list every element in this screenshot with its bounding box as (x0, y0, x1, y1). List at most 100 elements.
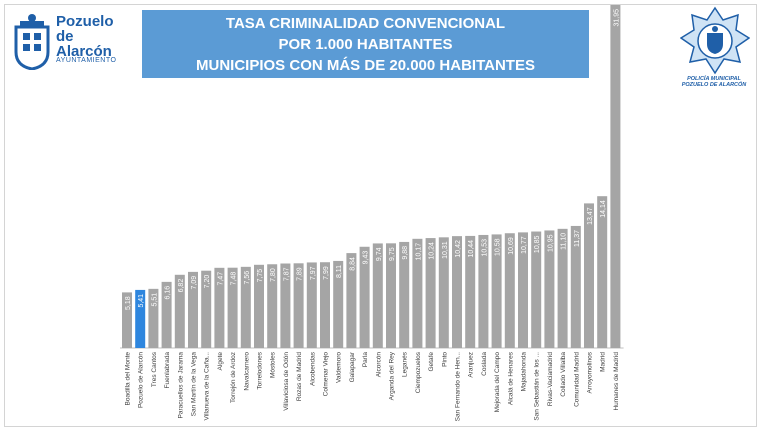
bar-value-label: 9,75 (389, 247, 396, 261)
bar-value-label: 7,99 (323, 266, 330, 280)
bar (306, 262, 317, 348)
bar-value-label: 11,37 (574, 230, 581, 247)
bar (267, 264, 278, 348)
bar-value-label: 5,18 (125, 296, 132, 310)
bar (504, 233, 515, 348)
bar-value-label: 10,77 (521, 236, 528, 254)
bar-value-label: 7,20 (204, 275, 211, 289)
bar-value-label: 10,31 (442, 241, 449, 259)
category-tick-label: Coslada (481, 352, 488, 376)
category-tick-label: Paracuellos de Jarama (177, 352, 184, 419)
bar (531, 231, 542, 348)
bar-value-label: 10,42 (455, 240, 462, 258)
bar (188, 271, 198, 348)
category-tick-label: San Martín de la Vega (191, 352, 198, 417)
category-tick-label: Tres Cantos (151, 351, 158, 387)
bar (201, 270, 212, 348)
category-tick-label: Valdemoro (336, 352, 343, 383)
bar-value-label: 9,88 (402, 246, 409, 260)
bar-value-label: 10,58 (495, 238, 502, 256)
bar-value-label: 7,87 (283, 267, 290, 281)
bar-value-label: 31,95 (613, 9, 620, 27)
category-tick-label: Colmenar Viejo (323, 352, 330, 397)
bar (412, 238, 423, 348)
category-tick-label: Parla (362, 352, 369, 368)
badge-caption-line1: POLICÍA MUNICIPAL (687, 76, 741, 82)
bar-value-label: 10,17 (415, 243, 422, 261)
bar-value-label: 7,80 (270, 268, 277, 282)
bar (254, 264, 264, 348)
bar (570, 225, 581, 348)
police-badge-logo: POLICÍA MUNICIPAL POZUELO DE ALARCÓN (679, 6, 751, 96)
bar (610, 5, 621, 348)
category-tick-label: San Sebastián de los ... (534, 352, 541, 421)
bar (491, 234, 502, 348)
category-tick-label: Algete (217, 352, 224, 371)
bar-value-label: 10,69 (508, 237, 515, 255)
category-tick-label: Ciempozuelos (415, 351, 422, 393)
category-tick-label: Collado Villalba (560, 352, 567, 397)
bar-value-label: 5,41 (138, 294, 145, 308)
bar (544, 230, 555, 348)
bar-value-label: 10,24 (429, 242, 436, 260)
bar (465, 235, 476, 348)
bar-value-label: 13,47 (587, 207, 594, 225)
pozuelo-logo: Pozuelo de Alarcón AYUNTAMIENTO (12, 12, 122, 72)
bar-value-label: 14,14 (600, 200, 607, 218)
category-tick-label: Alcalá de Henares (507, 351, 514, 405)
bar (359, 246, 370, 348)
title-line-3: MUNICIPIOS CON MÁS DE 20.000 HABITANTES (196, 57, 535, 74)
bar-value-label: 5,51 (151, 293, 158, 307)
category-tick-label: Rivas-Vaciamadrid (547, 352, 554, 406)
category-tick-label: Pinto (441, 352, 448, 367)
category-tick-label: Arroyomolinos (587, 351, 594, 393)
bar-value-label: 7,47 (217, 272, 224, 286)
bar-value-label: 7,09 (191, 276, 198, 290)
bar-value-label: 9,43 (363, 251, 370, 265)
category-tick-label: Torrejón de Ardoz (230, 352, 237, 403)
bar (135, 289, 146, 348)
bar (240, 266, 251, 348)
bar-value-label: 10,44 (468, 240, 475, 258)
category-tick-label: Comunidad Madrid (573, 352, 580, 407)
category-tick-label: Humanes de Madrid (613, 352, 620, 411)
bar-value-label: 8,84 (349, 257, 356, 271)
bar (161, 281, 172, 348)
bar-value-label: 10,53 (481, 239, 488, 257)
category-tick-label: San Fernando de Hen... (455, 352, 462, 422)
bar-value-label: 9,74 (376, 247, 383, 261)
bar (122, 292, 132, 348)
bar-value-label: 6,16 (165, 286, 172, 300)
logo-subtitle: AYUNTAMIENTO (56, 57, 117, 64)
bar (372, 243, 383, 348)
category-tick-label: Torrelodones (257, 351, 264, 389)
bar-value-label: 7,56 (244, 271, 251, 285)
bar (478, 234, 489, 348)
category-tick-label: Rozas de Madrid (296, 352, 303, 402)
category-tick-label: Villanueva de la Caña... (204, 352, 211, 421)
category-tick-label: Galapagar (349, 351, 356, 382)
bar (320, 262, 330, 348)
badge-caption-line2: POZUELO DE ALARCÓN (681, 82, 747, 88)
bar-value-label: 7,75 (257, 269, 264, 283)
chart-title: TASA CRIMINALIDAD CONVENCIONAL POR 1.000… (142, 10, 589, 78)
bar (557, 228, 568, 348)
bar (333, 260, 344, 348)
bar (214, 267, 225, 348)
coat-of-arms-icon (14, 14, 50, 71)
bar (346, 253, 357, 348)
category-tick-label: Madrid (600, 352, 607, 372)
category-tick-label: Fuenlabrada (164, 352, 171, 389)
category-tick-label: Móstoles (270, 351, 277, 378)
title-line-2: POR 1.000 HABITANTES (278, 36, 453, 53)
bar (438, 237, 449, 348)
bar-value-label: 7,89 (297, 267, 304, 281)
category-tick-label: Leganés (402, 351, 409, 377)
bar (399, 241, 410, 348)
logo-name-line1: Pozuelo (56, 13, 114, 30)
category-tick-label: Aranjuez (468, 352, 475, 378)
category-tick-label: Alcobendas (309, 351, 316, 386)
police-star-badge-icon (679, 6, 751, 75)
bar (227, 267, 238, 348)
